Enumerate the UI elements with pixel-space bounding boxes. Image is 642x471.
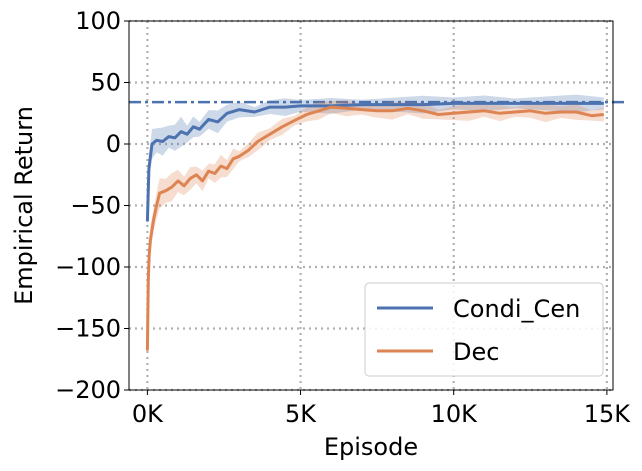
y-tick-label-100: 100 — [75, 7, 121, 35]
series-line-condi-cen — [145, 101, 604, 222]
series-line-dec — [145, 105, 604, 351]
legend: Condi_Cen Dec — [364, 282, 604, 377]
x-tick-label-15k: 15K — [584, 400, 632, 428]
y-axis-ticks: 100 50 0 −50 −100 −150 −200 — [55, 7, 129, 404]
legend-label-dec: Dec — [453, 338, 499, 366]
y-tick-label-50: 50 — [90, 69, 121, 97]
x-tick-label-10k: 10K — [431, 400, 479, 428]
series-lines — [145, 101, 604, 351]
y-tick-label-100: −100 — [55, 253, 121, 281]
y-axis-title: Empirical Return — [10, 106, 38, 305]
y-tick-label-0: 0 — [106, 130, 121, 158]
x-axis-title: Episode — [324, 433, 418, 461]
legend-box — [364, 282, 604, 377]
confidence-bands — [147, 94, 604, 364]
y-tick-label-50: −50 — [70, 192, 121, 220]
legend-label-condi-cen: Condi_Cen — [453, 295, 580, 323]
y-tick-label-200: −200 — [55, 376, 121, 404]
x-tick-label-0k: 0K — [132, 400, 164, 428]
x-tick-label-5k: 5K — [285, 400, 317, 428]
y-tick-label-150: −150 — [55, 315, 121, 343]
band-condi-cen — [147, 94, 604, 233]
x-axis-ticks: 0K 5K 10K 15K — [132, 390, 631, 428]
